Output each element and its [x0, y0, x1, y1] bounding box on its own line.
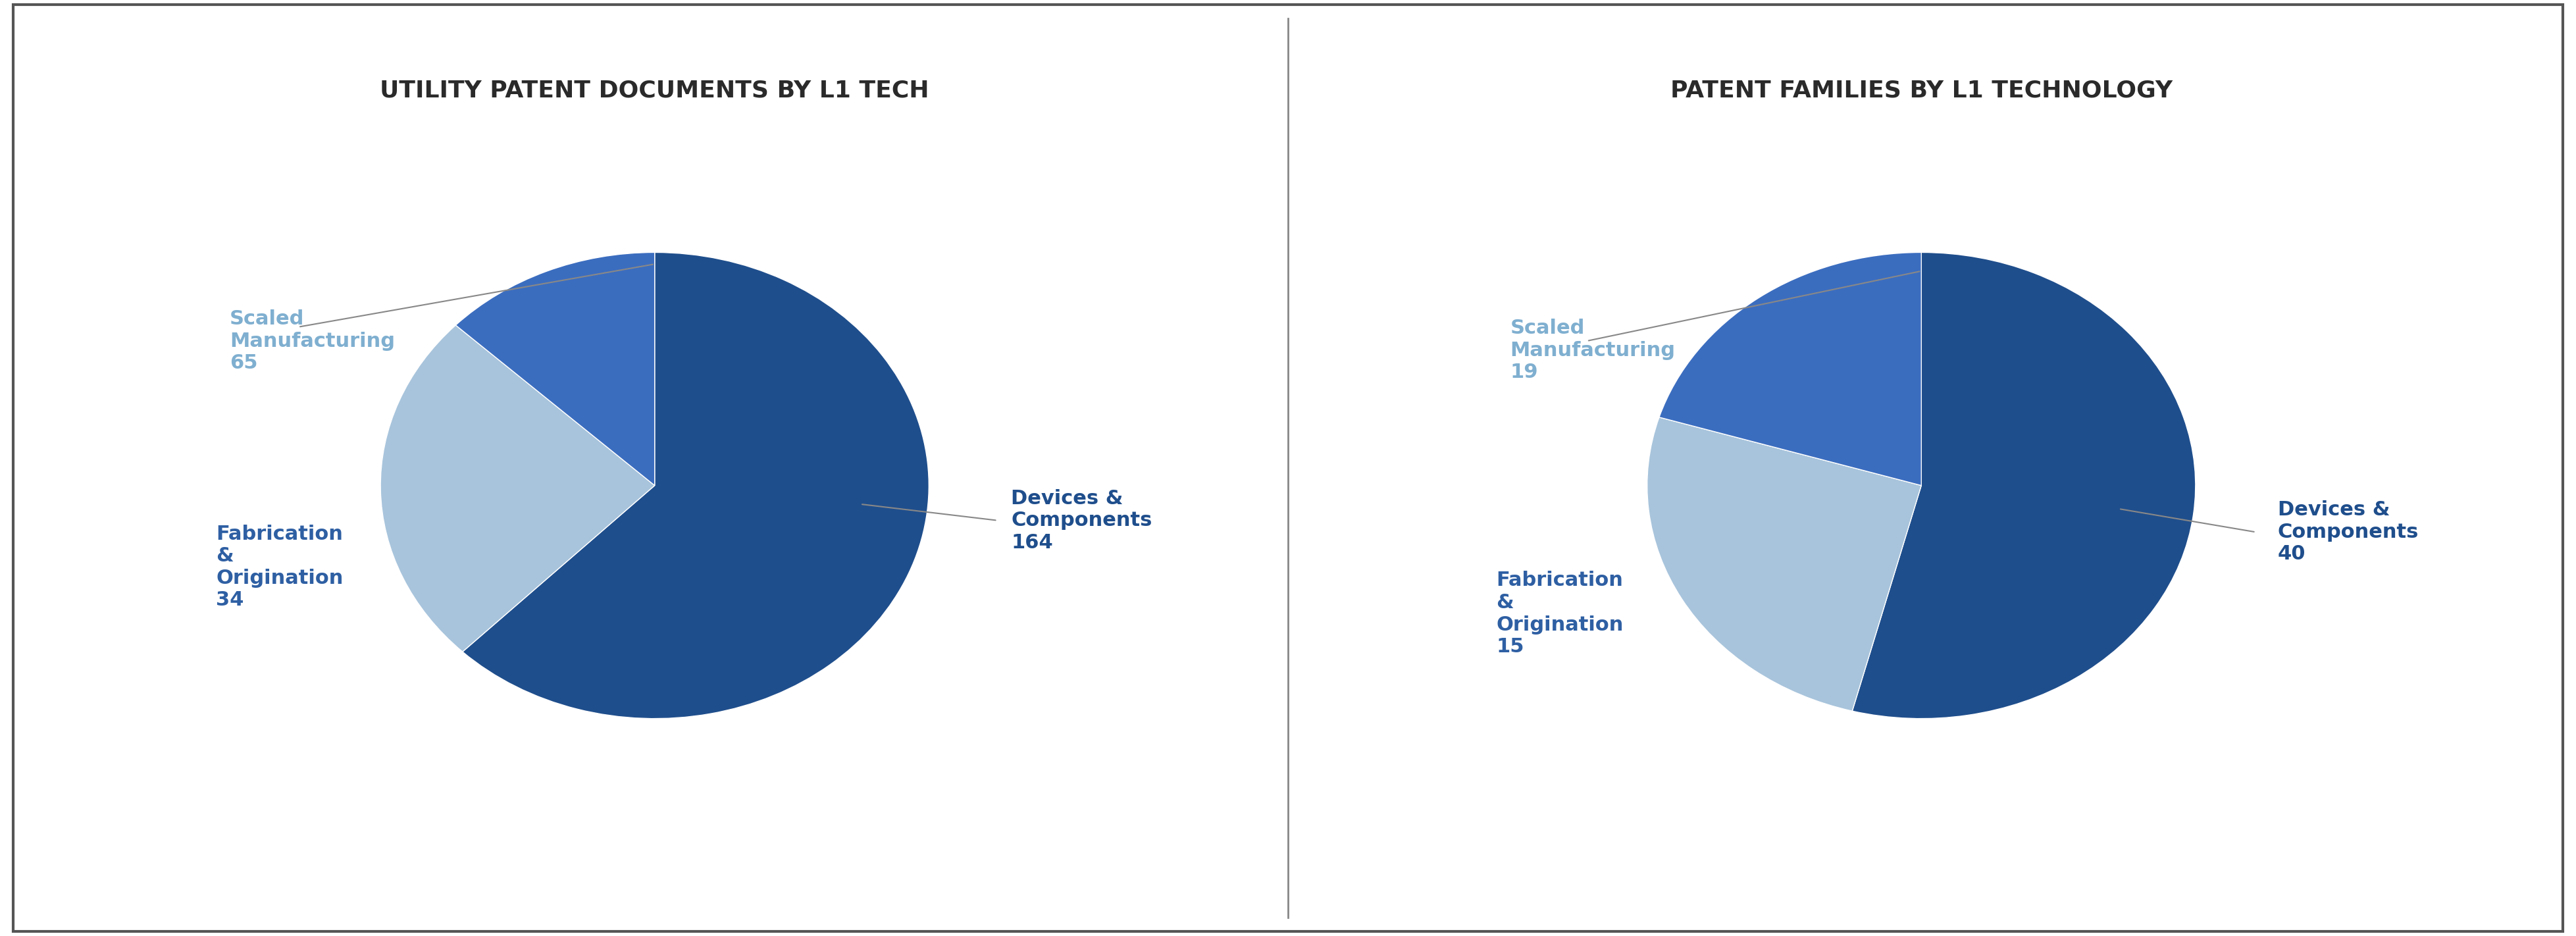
Wedge shape — [1659, 253, 1922, 486]
Text: Scaled
Manufacturing
19: Scaled Manufacturing 19 — [1510, 318, 1674, 382]
Text: Scaled
Manufacturing
65: Scaled Manufacturing 65 — [229, 309, 394, 373]
Wedge shape — [464, 253, 930, 719]
Wedge shape — [381, 325, 654, 651]
Text: Fabrication
&
Origination
15: Fabrication & Origination 15 — [1497, 571, 1623, 656]
Wedge shape — [456, 253, 654, 486]
Wedge shape — [1852, 253, 2195, 719]
Text: Fabrication
&
Origination
34: Fabrication & Origination 34 — [216, 524, 343, 609]
Text: Devices &
Components
40: Devices & Components 40 — [2277, 501, 2419, 563]
Wedge shape — [1646, 417, 1922, 711]
Text: Devices &
Components
164: Devices & Components 164 — [1012, 489, 1151, 552]
Title: UTILITY PATENT DOCUMENTS BY L1 TECH: UTILITY PATENT DOCUMENTS BY L1 TECH — [381, 79, 930, 101]
Title: PATENT FAMILIES BY L1 TECHNOLOGY: PATENT FAMILIES BY L1 TECHNOLOGY — [1669, 79, 2172, 101]
